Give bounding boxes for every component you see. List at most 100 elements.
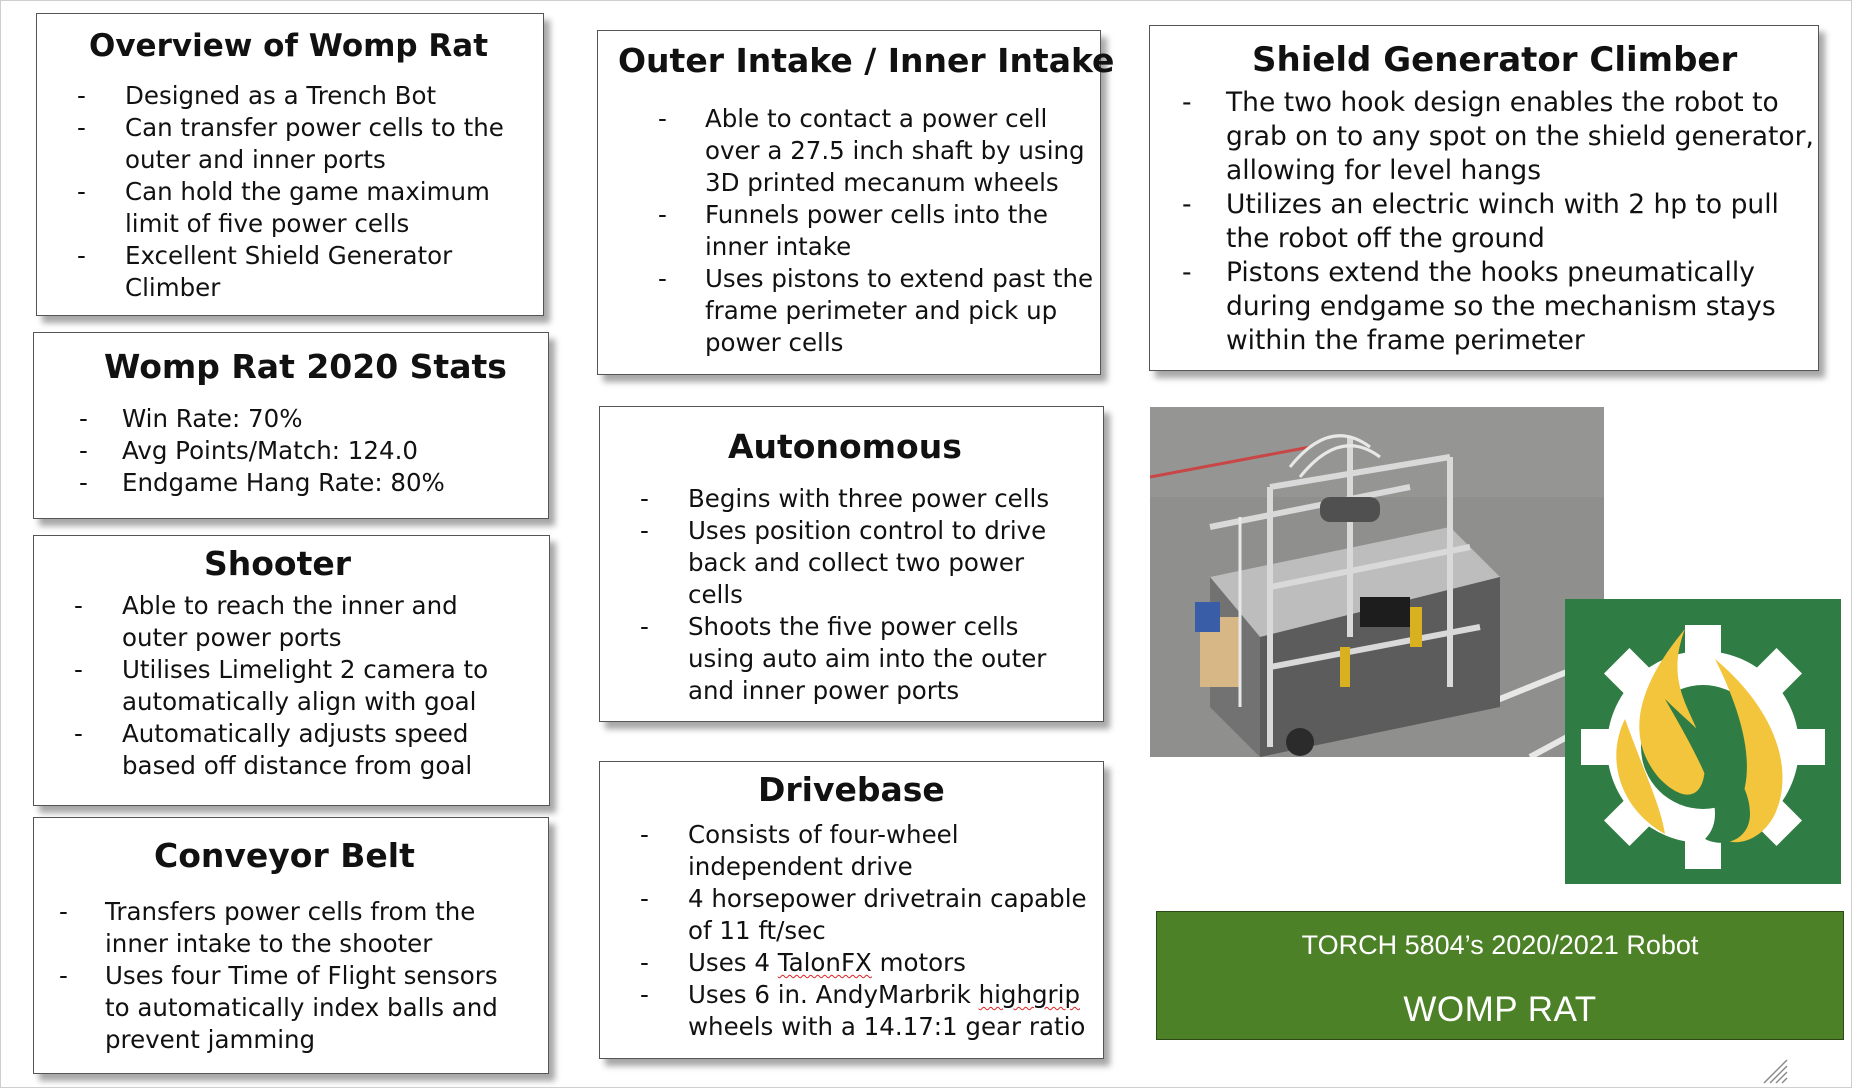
bullet-line: and inner power ports (688, 676, 960, 705)
bullet-line: Uses pistons to extend past the (705, 264, 1094, 293)
bullet-dash: - (79, 404, 88, 433)
bullet-dash: - (1182, 257, 1192, 288)
bullet-item: - Shoots the five power cells using auto a… (600, 611, 1103, 707)
intake-title: Outer Intake / Inner Intake (618, 41, 1115, 80)
bullet-item: - Utilises Limelight 2 camera to automatic… (34, 654, 549, 718)
bullet-item: - Uses 6 in. AndyMarbrik highgrip wheels w… (600, 979, 1103, 1043)
bullet-dash: - (658, 104, 667, 133)
bullet-item: - Consists of four-wheel independent drive (600, 819, 1103, 883)
spellcheck-flagged-word[interactable]: highgrip (978, 980, 1080, 1009)
autonomous-card: Autonomous - Begins with three power cell… (599, 406, 1104, 722)
bullet-dash: - (640, 484, 649, 513)
bullet-dash: - (640, 884, 649, 913)
bullet-line: within the frame perimeter (1226, 325, 1585, 356)
bullet-dash: - (59, 897, 68, 926)
bullet-item: - Endgame Hang Rate: 80% (34, 467, 548, 499)
bullet-line: Able to reach the inner and (122, 591, 458, 620)
intake-list: - Able to contact a power cell over a 27.5… (598, 103, 1100, 359)
shooter-card: Shooter - Able to reach the inner and oute… (33, 535, 550, 806)
bullet-item: - Win Rate: 70% (34, 403, 548, 435)
bullet-line: Begins with three power cells (688, 484, 1050, 513)
stats-title: Womp Rat 2020 Stats (104, 347, 507, 386)
stats-card: Womp Rat 2020 Stats - Win Rate: 70% - Avg P… (33, 332, 549, 519)
bullet-line: using auto aim into the outer (688, 644, 1047, 673)
bullet-dash: - (640, 820, 649, 849)
bullet-item: - Automatically adjusts speed based off di… (34, 718, 549, 782)
bullet-item: - Uses 4 TalonFX motors (600, 947, 1103, 979)
bullet-line: Automatically adjusts speed (122, 719, 469, 748)
bullet-line: allowing for level hangs (1226, 155, 1542, 186)
conveyor-title: Conveyor Belt (154, 836, 415, 875)
overview-card: Overview of Womp Rat - Designed as a Tren… (36, 13, 544, 316)
drivebase-card: Drivebase - Consists of four-wheel indepen… (599, 761, 1104, 1059)
bullet-line: frame perimeter and pick up (705, 296, 1058, 325)
banner-subtitle: TORCH 5804’s 2020/2021 Robot (1301, 930, 1699, 960)
robot-photo (1150, 407, 1604, 757)
bullet-line: cells (688, 580, 743, 609)
bullet-dash: - (77, 113, 86, 142)
bullet-line: automatically align with goal (122, 687, 477, 716)
bullet-item: - Avg Points/Match: 124.0 (34, 435, 548, 467)
spellcheck-flagged-word[interactable]: TalonFX (777, 948, 872, 977)
bullet-dash: - (59, 961, 68, 990)
bullet-line: independent drive (688, 852, 913, 881)
bullet-line: limit of five power cells (125, 209, 410, 238)
bullet-dash: - (77, 241, 86, 270)
bullet-line: Uses 6 in. AndyMarbrik highgrip (688, 980, 1080, 1009)
bullet-item: - Designed as a Trench Bot (37, 80, 543, 112)
bullet-line: wheels with a 14.17:1 gear ratio (688, 1012, 1086, 1041)
stats-list: - Win Rate: 70% - Avg Points/Match: 124.0 - E… (34, 403, 548, 499)
bullet-item: - Able to contact a power cell over a 27.5… (598, 103, 1100, 199)
bullet-dash: - (74, 655, 83, 684)
bullet-line: inner intake to the shooter (105, 929, 433, 958)
bullet-line: outer and inner ports (125, 145, 386, 174)
bullet-line: Funnels power cells into the (705, 200, 1048, 229)
bullet-line: Pistons extend the hooks pneumatically (1226, 257, 1755, 288)
bullet-line: Shoots the five power cells (688, 612, 1019, 641)
bullet-line: power cells (705, 328, 844, 357)
bullet-line: over a 27.5 inch shaft by using (705, 136, 1085, 165)
autonomous-list: - Begins with three power cells - Uses posi… (600, 483, 1103, 707)
bullet-item: - 4 horsepower drivetrain capable of 11 ft… (600, 883, 1103, 947)
bullet-item: - Utilizes an electric winch with 2 hp to… (1150, 188, 1818, 256)
bullet-line: inner intake (705, 232, 852, 261)
bullet-item: - The two hook design enables the robot t… (1150, 86, 1818, 188)
bullet-dash: - (74, 591, 83, 620)
bullet-item: - Transfers power cells from the inner int… (34, 896, 548, 960)
bullet-line: grab on to any spot on the shield genera… (1226, 121, 1814, 152)
robot-photo-drawing (1150, 407, 1604, 757)
intake-card: Outer Intake / Inner Intake - Able to con… (597, 30, 1114, 375)
drivebase-title: Drivebase (758, 770, 945, 809)
bullet-item: - Pistons extend the hooks pneumatically d… (1150, 256, 1818, 358)
bullet-dash: - (1182, 189, 1192, 220)
bullet-item: - Uses four Time of Flight sensors to auto… (34, 960, 548, 1056)
robot-name-banner: TORCH 5804’s 2020/2021 Robot WOMP RAT (1156, 911, 1844, 1040)
bullet-line: to automatically index balls and (105, 993, 498, 1022)
bullet-line: 4 horsepower drivetrain capable (688, 884, 1087, 913)
bullet-line: of 11 ft/sec (688, 916, 826, 945)
bullet-line: Uses position control to drive (688, 516, 1047, 545)
bullet-line: Uses four Time of Flight sensors (105, 961, 498, 990)
bullet-line: back and collect two power (688, 548, 1025, 577)
bullet-dash: - (77, 81, 86, 110)
bullet-line: Can transfer power cells to the (125, 113, 504, 142)
bullet-item: - Begins with three power cells (600, 483, 1103, 515)
bullet-item: - Excellent Shield Generator Climber (37, 240, 543, 304)
bullet-line: Consists of four-wheel (688, 820, 959, 849)
bullet-line: Designed as a Trench Bot (125, 81, 437, 110)
overview-list: - Designed as a Trench Bot - Can transfer p… (37, 80, 543, 304)
gear-flame-logo-icon (1565, 599, 1841, 884)
bullet-line: Able to contact a power cell (705, 104, 1048, 133)
bullet-line: based off distance from goal (122, 751, 473, 780)
resize-grip-icon[interactable] (1760, 1056, 1788, 1084)
bullet-line: Utilizes an electric winch with 2 hp to … (1226, 189, 1779, 220)
bullet-line: prevent jamming (105, 1025, 316, 1054)
conveyor-card: Conveyor Belt - Transfers power cells fro… (33, 817, 549, 1074)
shooter-list: - Able to reach the inner and outer power … (34, 590, 549, 782)
bullet-item: - Can transfer power cells to the outer an… (37, 112, 543, 176)
bullet-item: - Can hold the game maximum limit of five … (37, 176, 543, 240)
climber-list: - The two hook design enables the robot t… (1150, 86, 1818, 358)
bullet-dash: - (77, 177, 86, 206)
conveyor-list: - Transfers power cells from the inner int… (34, 896, 548, 1056)
bullet-item: - Uses position control to drive back and … (600, 515, 1103, 611)
